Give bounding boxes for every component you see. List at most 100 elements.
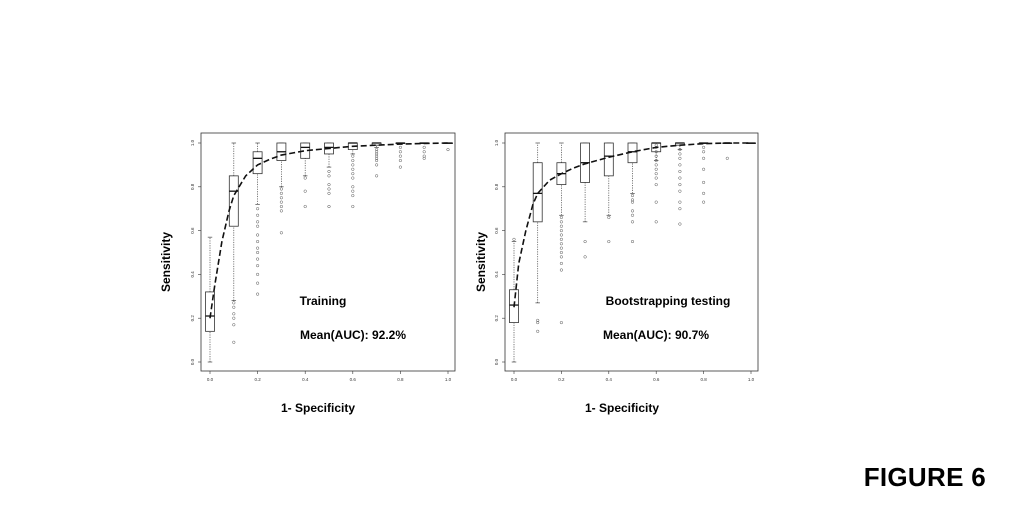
outlier-point [375,158,379,163]
outlier-point [630,200,635,204]
outlier-point [351,176,355,180]
outlier-point [559,246,563,250]
outlier-point [303,176,307,180]
outlier-point [351,154,355,158]
outlier-point [279,187,283,191]
y-tick-label: 0.0 [190,358,195,365]
outlier-point [654,150,658,154]
outlier-point [702,180,706,184]
outlier-point [654,143,658,147]
boxplot-6 [651,142,662,224]
outlier-point [232,323,236,327]
outlier-point [559,250,563,255]
outlier-point [559,255,563,259]
boxplot-6 [347,142,358,209]
outlier-point [536,318,540,322]
outlier-point [630,194,635,198]
boxplot-0 [509,237,519,363]
outlier-point [256,240,260,244]
outlier-point [630,213,635,217]
outlier-point [375,150,379,154]
outlier-point [654,158,658,163]
outlier-point [678,163,682,167]
outlier-point [256,246,260,250]
outlier-point [256,224,260,228]
plot-frame [200,132,456,372]
x-axis-label: 1- Specificity [281,401,355,415]
outlier-point [702,150,706,154]
outlier-point [678,222,682,226]
outlier-point [351,163,355,167]
outlier-point [256,207,260,211]
outlier-point [559,224,563,228]
panel-title: Training [300,294,347,308]
outlier-point [702,167,706,171]
x-tick-label: 0.6 [653,377,660,382]
box-iqr [252,151,263,175]
x-tick-label: 0.0 [511,377,518,382]
boxplot-4 [300,142,311,209]
outlier-point [678,152,682,156]
outlier-point [256,264,260,268]
outlier-point [351,158,355,163]
outlier-point [630,209,635,213]
outlier-point [398,145,402,149]
x-tick-label: 0.8 [700,377,707,382]
y-tick-label: 0.6 [494,227,499,234]
outlier-point [678,189,682,193]
y-tick-label: 1.0 [494,139,499,146]
outlier-point [375,152,379,156]
y-tick-label: 0.8 [494,183,499,190]
boxplot-8 [698,142,709,204]
auc-annotation: Mean(AUC): 90.7% [603,328,709,342]
outlier-point [422,150,426,154]
x-tick-label: 0.6 [350,377,357,382]
outlier-point [583,255,587,259]
outlier-point [678,207,682,211]
outlier-point [654,176,658,180]
outlier-point [375,154,379,158]
outlier-point [446,148,450,152]
box-iqr [205,291,215,332]
outlier-point [422,154,426,158]
outlier-point [327,204,331,209]
boxplot-8 [395,142,406,169]
outlier-point [678,200,682,204]
outlier-point [630,198,635,202]
x-tick-label: 0.0 [207,377,214,382]
boxplot-7 [675,142,685,226]
boxplot-9 [722,142,733,160]
outlier-point [232,340,236,344]
chart-panel-2: 0.0 0.2 0.4 0.6 0.8 1.0 0.0 0.2 0.4 0.6 0.8 1.0 Boot… [474,132,759,415]
outlier-point [327,169,331,174]
outlier-point [559,229,563,233]
x-tick-label: 0.8 [397,377,404,382]
outlier-point [327,174,331,178]
x-axis-label: 1- Specificity [585,401,659,415]
outlier-point [256,281,260,285]
outlier-point [607,240,611,244]
mean-roc-curve [209,142,449,319]
outlier-point [351,194,355,198]
outlier-point [232,301,236,305]
outlier-point [256,292,260,296]
outlier-point [375,148,379,152]
outlier-point [398,158,402,163]
outlier-point [232,316,236,320]
boxplot-5 [627,142,638,244]
outlier-point [398,150,402,154]
outlier-point [279,204,283,209]
outlier-point [654,163,658,167]
outlier-point [256,213,260,217]
x-tick-label: 0.2 [254,377,261,382]
figure-label: FIGURE 6 [863,462,986,492]
y-tick-label: 0.4 [190,271,195,278]
outlier-point [303,204,307,209]
boxplot-3 [276,142,287,235]
outlier-point [559,215,563,220]
y-tick-label: 0.8 [190,183,195,190]
boxplot-9 [419,142,430,160]
outlier-point [559,268,563,272]
boxplot-5 [324,142,334,209]
x-tick-label: 0.4 [606,377,613,382]
